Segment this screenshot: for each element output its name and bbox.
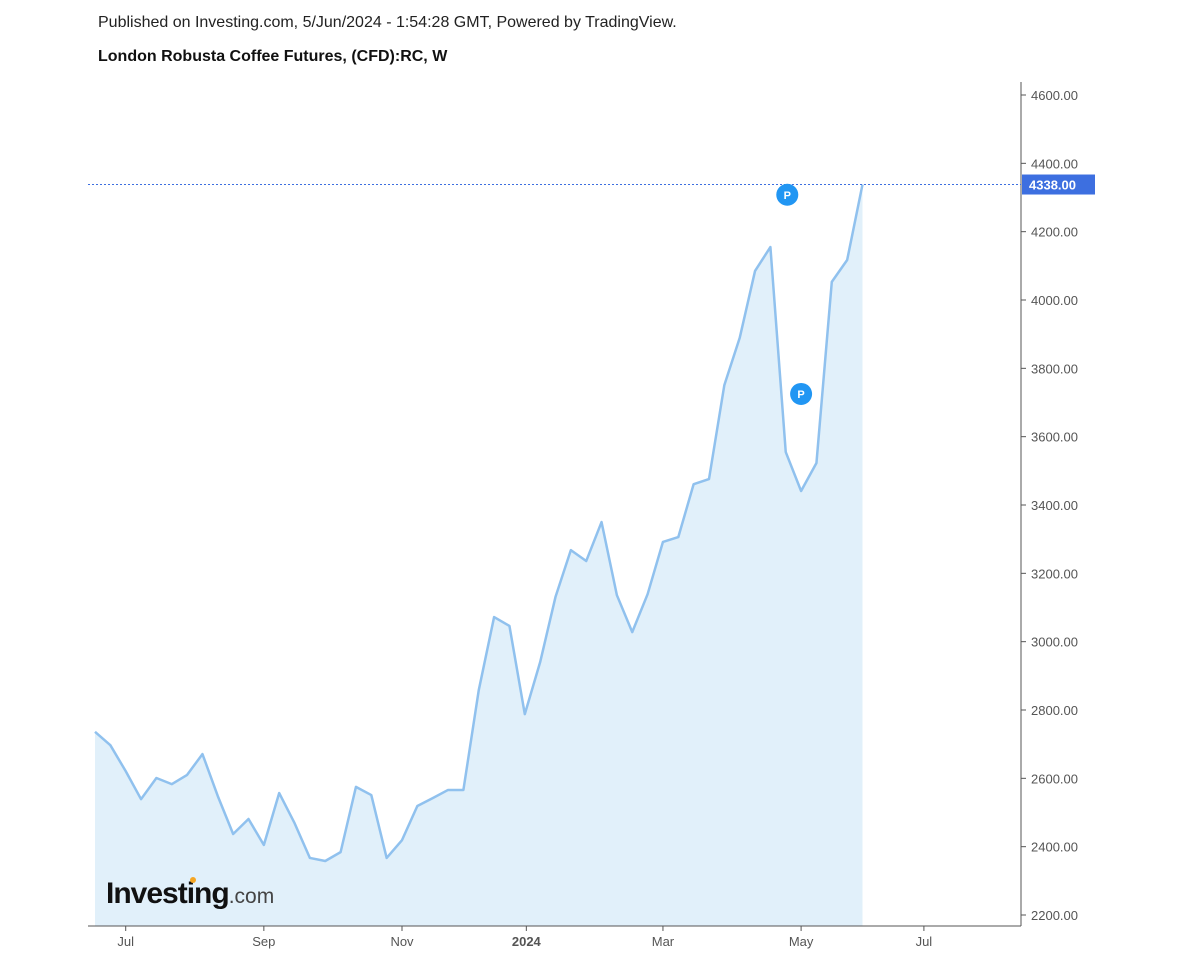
y-tick-label: 3200.00: [1031, 566, 1078, 581]
last-price-label: 4338.00: [1029, 178, 1076, 193]
x-tick-label: Sep: [252, 934, 275, 949]
y-tick-label: 3000.00: [1031, 635, 1078, 650]
x-tick-label: Nov: [390, 934, 414, 949]
event-marker-p[interactable]: P: [776, 183, 799, 206]
x-tick-label: Jul: [916, 934, 933, 949]
x-tick-label: 2024: [512, 934, 542, 949]
y-tick-label: 4400.00: [1031, 156, 1078, 171]
marker-circle: [776, 183, 799, 206]
marker-label: P: [784, 190, 791, 202]
y-tick-label: 2800.00: [1031, 703, 1078, 718]
marker-circle: [790, 382, 813, 405]
x-tick-label: Jul: [117, 934, 134, 949]
investing-logo: Investing.com: [106, 877, 274, 910]
published-note: Published on Investing.com, 5/Jun/2024 -…: [98, 14, 677, 31]
y-tick-label: 2400.00: [1031, 840, 1078, 855]
y-tick-label: 4000.00: [1031, 293, 1078, 308]
marker-label: P: [797, 389, 804, 401]
y-tick-label: 2200.00: [1031, 908, 1078, 923]
x-tick-label: Mar: [652, 934, 675, 949]
price-line: [94, 184, 864, 863]
y-tick-label: 3600.00: [1031, 430, 1078, 445]
chart-title: London Robusta Coffee Futures, (CFD):RC,…: [98, 48, 448, 65]
last-price-badge: [1022, 174, 1095, 195]
logo-dot: [190, 877, 196, 883]
y-tick-label: 2600.00: [1031, 771, 1078, 786]
y-tick-label: 3400.00: [1031, 498, 1078, 513]
y-tick-label: 3800.00: [1031, 361, 1078, 376]
event-marker-p[interactable]: P: [790, 382, 813, 405]
y-tick-label: 4200.00: [1031, 225, 1078, 240]
y-tick-label: 4600.00: [1031, 88, 1078, 103]
x-tick-label: May: [789, 934, 814, 949]
area-fill: [95, 184, 863, 926]
